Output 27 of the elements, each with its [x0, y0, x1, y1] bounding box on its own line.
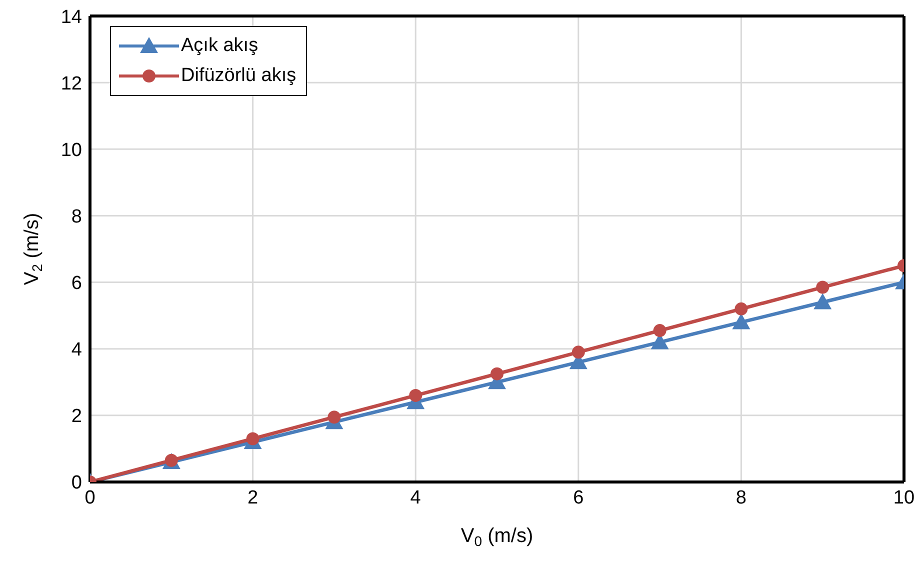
point [409, 388, 422, 402]
point [734, 302, 748, 316]
x-tick-label: 2 [248, 487, 258, 508]
x-tick-label: 0 [84, 487, 96, 508]
y-tick-label: 8 [71, 206, 82, 228]
point [816, 280, 830, 294]
x-tick-label: 8 [736, 487, 746, 508]
point [653, 324, 666, 338]
x-tick-label: 4 [410, 487, 422, 508]
x-tick-label: 6 [573, 487, 584, 508]
point [572, 346, 585, 359]
y-tick-label: 6 [71, 273, 82, 294]
point [814, 293, 832, 310]
y-tick-label: 10 [60, 140, 82, 161]
point [246, 432, 260, 446]
legend-label: Difüzörlü akış [181, 65, 296, 87]
y-tick-label: 2 [71, 406, 82, 428]
x-axis-title: V$_{0}$ (m/s) [460, 525, 534, 548]
x-tick-label: 10 [893, 487, 915, 508]
legend-label: Açık akış [181, 35, 258, 57]
point [490, 367, 504, 380]
y-tick-label: 4 [71, 340, 82, 361]
point [732, 313, 750, 330]
y-tick-label: 14 [60, 6, 82, 28]
y-tick-label: 0 [71, 472, 82, 494]
y-tick-label: 12 [60, 73, 82, 94]
point [328, 410, 341, 424]
